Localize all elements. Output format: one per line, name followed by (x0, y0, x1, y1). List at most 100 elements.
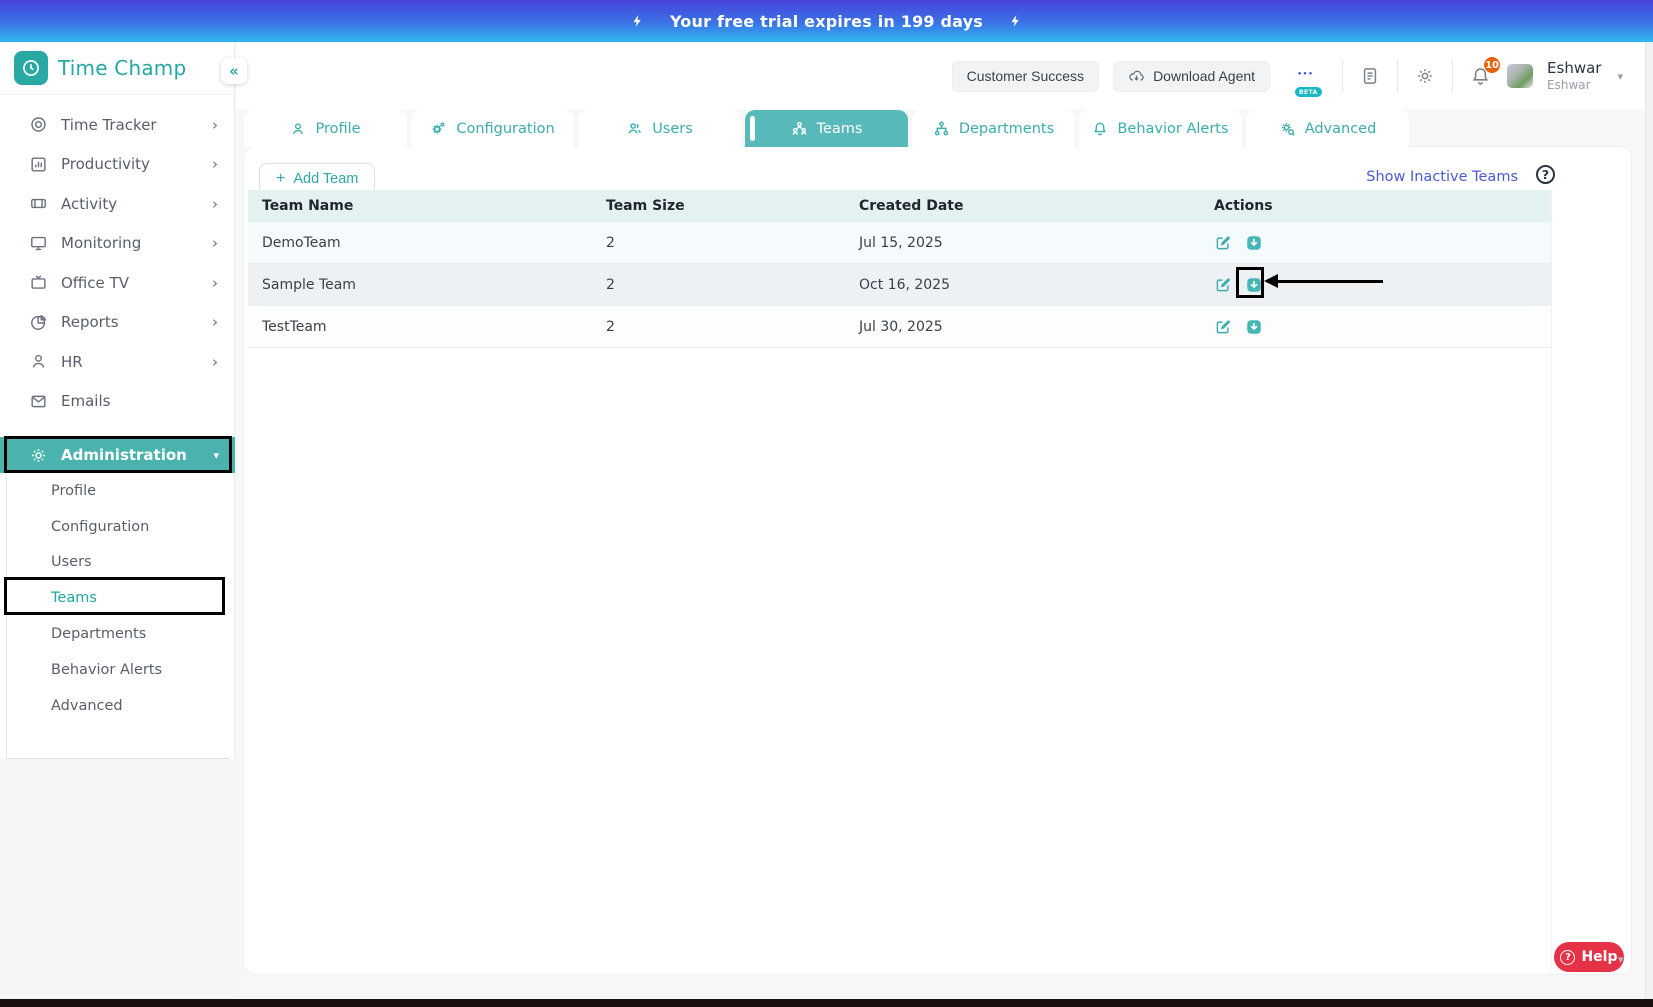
sidebar-item-hr[interactable]: HR › (0, 342, 234, 382)
productivity-icon (28, 154, 48, 174)
assistant-bot-icon[interactable]: ••• BETA (1288, 57, 1324, 97)
administration-submenu: Profile Configuration Users Teams Depart… (6, 473, 229, 759)
add-team-button[interactable]: + Add Team (259, 163, 376, 195)
actions-cell (1214, 318, 1551, 336)
submenu-item-label: Behavior Alerts (51, 661, 163, 678)
download-agent-button[interactable]: Download Agent (1113, 60, 1271, 92)
customer-success-button[interactable]: Customer Success (951, 60, 1100, 92)
help-button[interactable]: ? Help (1554, 942, 1624, 972)
annotation-arrow-line (1277, 280, 1383, 283)
table-scroll-divider (1551, 190, 1552, 970)
user-avatar[interactable] (1507, 64, 1534, 88)
chevron-right-icon: › (212, 115, 218, 134)
column-header-team-name: Team Name (262, 198, 354, 214)
help-question-icon[interactable]: ? (1536, 165, 1555, 184)
sidebar-item-productivity[interactable]: Productivity › (0, 145, 234, 185)
sidebar-item-emails[interactable]: Emails (0, 382, 234, 422)
scroll-down-caret-icon[interactable]: ▾ (1618, 953, 1624, 966)
tab-label: Users (652, 120, 693, 137)
download-agent-label: Download Agent (1153, 68, 1256, 84)
person-icon (28, 352, 48, 372)
chevron-down-icon: ▾ (213, 448, 219, 462)
org-chart-icon (933, 120, 950, 137)
submenu-item-advanced[interactable]: Advanced (7, 688, 229, 724)
table-row: DemoTeam 2 Jul 15, 2025 (248, 222, 1551, 264)
envelope-icon (28, 391, 48, 411)
submenu-item-label: Departments (51, 626, 147, 643)
submenu-item-configuration[interactable]: Configuration (7, 509, 229, 545)
actions-cell (1214, 234, 1551, 252)
archive-team-icon[interactable] (1245, 318, 1263, 336)
add-team-label: Add Team (293, 171, 359, 187)
settings-gear-icon[interactable] (1412, 63, 1438, 89)
sidebar-item-label: Reports (61, 313, 119, 332)
lightning-icon (1009, 11, 1022, 31)
sidebar-item-label: Office TV (61, 273, 129, 292)
tab-departments[interactable]: Departments (912, 110, 1075, 147)
plus-icon: + (276, 170, 286, 187)
submenu-item-label: Users (51, 554, 92, 571)
sidebar-item-label: Time Tracker (61, 115, 157, 134)
user-menu[interactable]: Eshwar Eshwar (1547, 59, 1601, 93)
column-header-team-size: Team Size (606, 198, 685, 214)
brand-logo-row: Time Champ (0, 42, 234, 95)
sidebar-item-reports[interactable]: Reports › (0, 303, 234, 343)
help-question-icon: ? (1560, 949, 1576, 965)
submenu-item-departments[interactable]: Departments (7, 616, 229, 652)
table-row: TestTeam 2 Jul 30, 2025 (248, 306, 1551, 348)
archive-team-icon[interactable] (1245, 276, 1263, 294)
sidebar-item-administration[interactable]: Administration ▾ (0, 437, 235, 473)
trial-banner: Your free trial expires in 199 days (0, 0, 1653, 42)
show-inactive-teams-link[interactable]: Show Inactive Teams (1366, 169, 1518, 185)
brand-name: Time Champ (58, 56, 187, 80)
tab-configuration[interactable]: Configuration (411, 110, 574, 147)
tab-users[interactable]: Users (578, 110, 741, 147)
created-date-cell: Jul 15, 2025 (859, 234, 943, 251)
sidebar-item-monitoring[interactable]: Monitoring › (0, 224, 234, 264)
table-row: Sample Team 2 Oct 16, 2025 (248, 264, 1551, 306)
sidebar-nav: Time Tracker › Productivity › Activity ›… (0, 95, 234, 421)
edit-team-icon[interactable] (1214, 234, 1232, 252)
edit-team-icon[interactable] (1214, 276, 1232, 294)
sidebar: Time Champ « Time Tracker › Productivity… (0, 42, 247, 759)
sidebar-item-office-tv[interactable]: Office TV › (0, 263, 234, 303)
edit-team-icon[interactable] (1214, 318, 1232, 336)
sidebar-item-time-tracker[interactable]: Time Tracker › (0, 105, 234, 145)
gears-icon (430, 120, 447, 137)
submenu-item-teams[interactable]: Teams (7, 580, 229, 616)
table-header-row: Team Name Team Size Created Date Actions (248, 190, 1551, 222)
tab-behavior-alerts[interactable]: Behavior Alerts (1079, 110, 1242, 147)
tab-label: Departments (958, 120, 1055, 137)
sidebar-collapse-button[interactable]: « (221, 58, 247, 84)
submenu-item-profile[interactable]: Profile (7, 473, 229, 509)
submenu-item-behavior-alerts[interactable]: Behavior Alerts (7, 652, 229, 688)
tab-teams[interactable]: Teams (745, 110, 908, 147)
team-size-cell: 2 (606, 276, 615, 293)
notification-count-badge: 10 (1483, 56, 1502, 74)
chevron-right-icon: › (212, 155, 218, 174)
vertical-scrollbar[interactable] (1645, 42, 1653, 999)
notifications-bell-icon[interactable]: 10 (1467, 56, 1502, 89)
person-icon (290, 121, 306, 137)
chevron-right-icon: › (212, 273, 218, 292)
user-menu-caret-icon[interactable]: ▾ (1617, 69, 1623, 83)
team-size-cell: 2 (606, 318, 615, 335)
tab-advanced[interactable]: Advanced (1246, 110, 1409, 147)
submenu-item-users[interactable]: Users (7, 545, 229, 581)
archive-team-icon[interactable] (1245, 234, 1263, 252)
submenu-item-label: Profile (51, 482, 97, 499)
user-subtitle: Eshwar (1547, 77, 1591, 92)
tab-profile[interactable]: Profile (244, 110, 407, 147)
user-name: Eshwar (1547, 59, 1602, 78)
created-date-cell: Jul 30, 2025 (859, 318, 943, 335)
beta-badge: BETA (1295, 87, 1322, 97)
chevron-right-icon: › (212, 313, 218, 332)
sidebar-item-activity[interactable]: Activity › (0, 184, 234, 224)
sidebar-item-label: Emails (61, 392, 111, 411)
team-name-cell: DemoTeam (262, 234, 341, 251)
team-icon (791, 120, 808, 137)
document-icon[interactable] (1357, 63, 1383, 89)
cloud-download-icon (1128, 68, 1145, 85)
lightning-icon (631, 11, 644, 31)
settings-tabs: Profile Configuration Users Teams Depart… (244, 110, 1409, 147)
